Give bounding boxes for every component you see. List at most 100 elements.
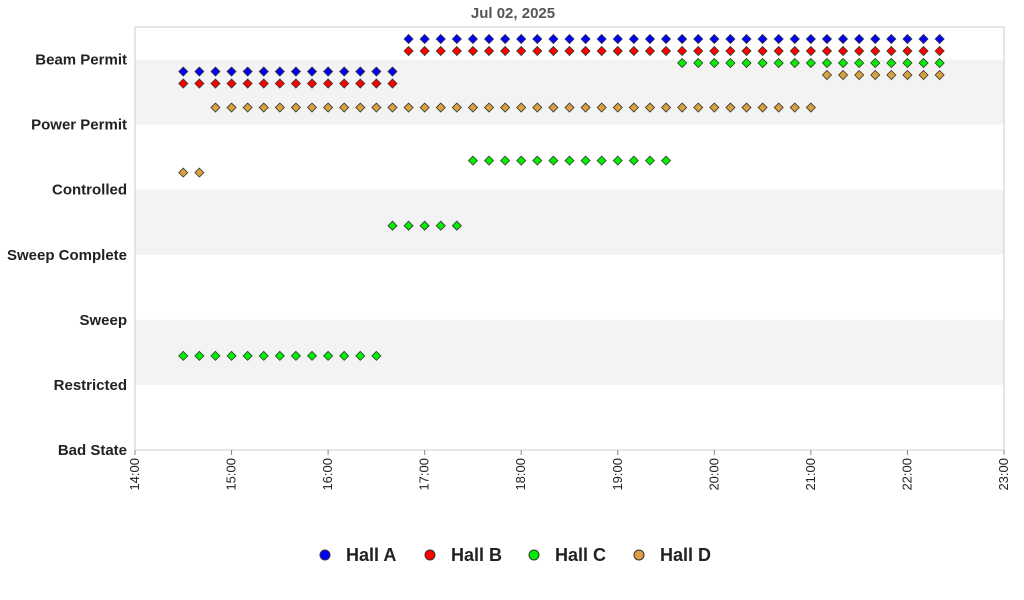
data-point xyxy=(757,57,768,69)
data-point xyxy=(178,78,189,89)
data-point xyxy=(805,102,816,113)
data-point xyxy=(467,102,479,113)
data-point xyxy=(789,102,800,113)
data-point xyxy=(612,33,623,45)
legend-label: Hall A xyxy=(346,545,396,565)
data-point xyxy=(323,66,334,77)
data-point xyxy=(290,102,301,113)
data-point xyxy=(934,69,945,81)
data-point xyxy=(612,155,623,166)
data-point xyxy=(677,57,688,69)
data-point xyxy=(210,350,221,361)
data-point xyxy=(451,45,462,57)
x-tick-label: 18:00 xyxy=(513,458,528,491)
data-point xyxy=(918,45,929,57)
data-point xyxy=(500,45,511,57)
data-point xyxy=(516,155,527,166)
x-tick-label: 23:00 xyxy=(996,458,1011,491)
data-point xyxy=(548,155,559,166)
legend: Hall A Hall B Hall C Hall D xyxy=(319,545,711,565)
data-point xyxy=(210,66,221,77)
legend-marker xyxy=(528,549,540,561)
data-point xyxy=(548,45,559,57)
data-point xyxy=(918,33,929,45)
data-point xyxy=(805,45,816,57)
data-point xyxy=(178,167,189,178)
data-point xyxy=(194,78,205,89)
data-point xyxy=(483,45,495,57)
data-point xyxy=(741,57,752,69)
data-point xyxy=(725,57,736,69)
data-point xyxy=(532,33,543,45)
data-point xyxy=(580,102,591,113)
data-point xyxy=(564,45,575,57)
data-point xyxy=(789,57,800,69)
data-point xyxy=(451,102,462,113)
state-bands xyxy=(135,27,1004,450)
data-point xyxy=(290,66,301,77)
data-point xyxy=(580,33,591,45)
data-point xyxy=(500,33,511,45)
x-tick-label: 20:00 xyxy=(706,458,721,491)
data-point xyxy=(371,102,382,113)
data-point xyxy=(870,57,881,69)
data-point xyxy=(854,33,865,45)
data-point xyxy=(902,69,913,81)
data-point xyxy=(339,350,350,361)
data-point xyxy=(226,350,237,361)
data-point xyxy=(403,45,414,57)
data-point xyxy=(773,57,784,69)
data-point xyxy=(371,66,382,77)
data-point xyxy=(387,102,398,113)
data-point xyxy=(194,167,205,178)
data-point xyxy=(660,102,672,113)
data-point xyxy=(210,102,221,113)
x-tick-label: 22:00 xyxy=(899,458,914,491)
data-point xyxy=(258,350,269,361)
data-point xyxy=(435,45,446,57)
data-point xyxy=(306,66,318,77)
data-point xyxy=(870,33,881,45)
data-point xyxy=(306,102,318,113)
data-point xyxy=(741,45,752,57)
data-point xyxy=(274,350,285,361)
y-tick-label: Controlled xyxy=(52,182,127,199)
data-point xyxy=(886,57,897,69)
data-point xyxy=(451,33,462,45)
data-point xyxy=(677,102,688,113)
data-point xyxy=(483,102,495,113)
data-point xyxy=(741,102,752,113)
data-point xyxy=(886,69,897,81)
legend-label: Hall D xyxy=(660,545,711,565)
data-point xyxy=(451,220,462,231)
data-point xyxy=(274,66,285,77)
data-point xyxy=(419,102,430,113)
data-point xyxy=(516,33,527,45)
legend-marker xyxy=(424,549,436,561)
data-point xyxy=(274,78,285,89)
data-point xyxy=(821,45,833,57)
data-point xyxy=(709,102,720,113)
x-tick-label: 19:00 xyxy=(610,458,625,491)
data-point xyxy=(693,57,704,69)
data-point xyxy=(532,45,543,57)
data-point xyxy=(805,57,816,69)
data-point xyxy=(548,33,559,45)
data-point xyxy=(596,155,607,166)
data-point xyxy=(226,78,237,89)
data-point xyxy=(387,66,398,77)
data-point xyxy=(709,57,720,69)
data-point xyxy=(644,45,656,57)
x-tick-label: 21:00 xyxy=(803,458,818,491)
data-point xyxy=(821,33,833,45)
data-point xyxy=(934,57,945,69)
data-point xyxy=(178,350,189,361)
data-point xyxy=(258,102,269,113)
data-point xyxy=(242,66,253,77)
data-point xyxy=(532,102,543,113)
data-point xyxy=(934,33,945,45)
data-point xyxy=(821,69,833,81)
band-sweep xyxy=(135,254,1004,320)
data-point xyxy=(596,33,607,45)
